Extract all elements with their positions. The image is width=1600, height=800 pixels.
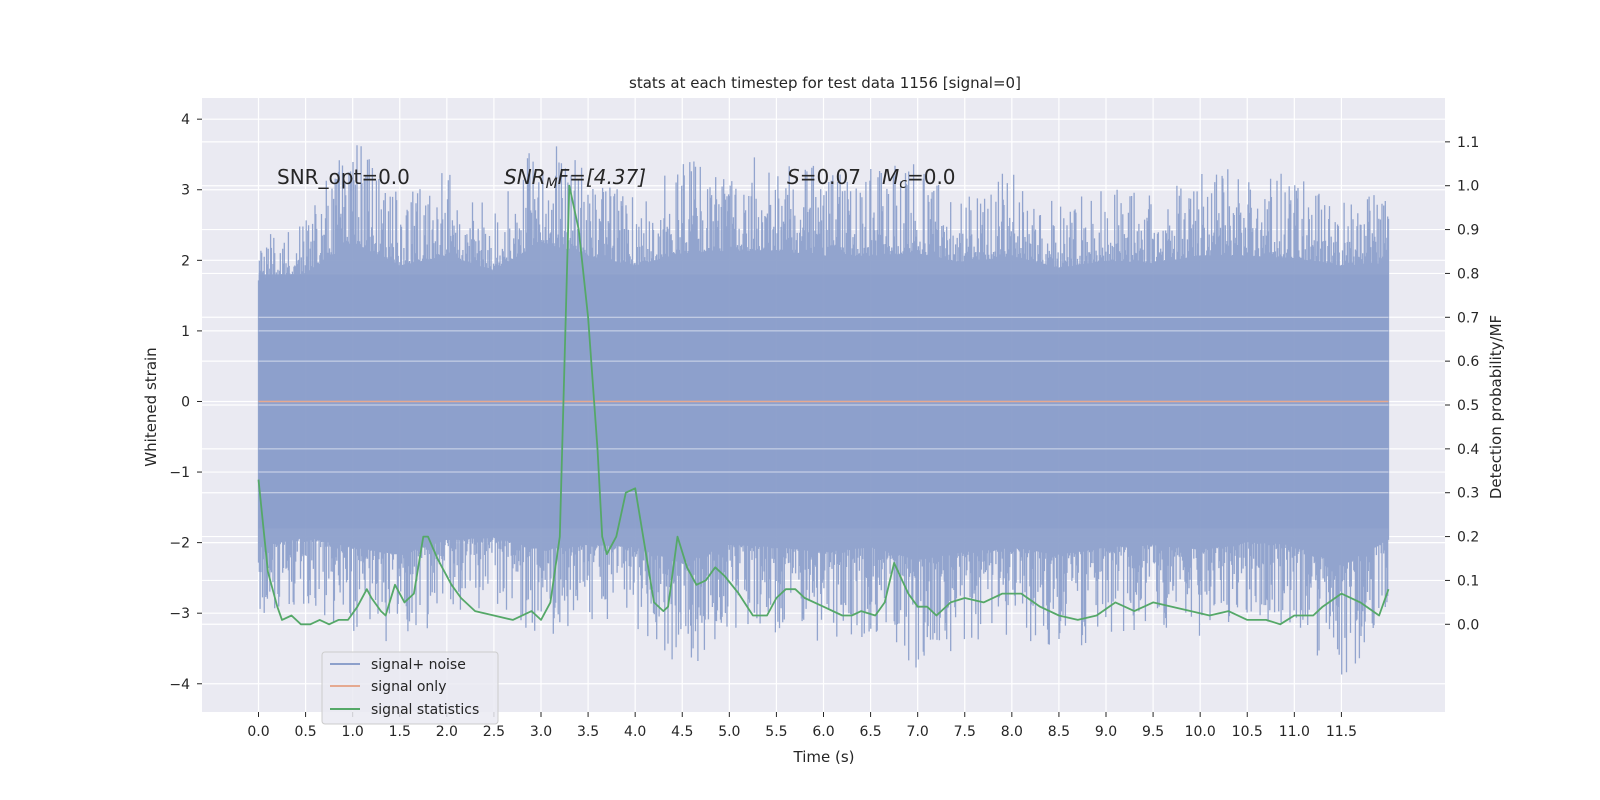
x-tick-label: 1.0 bbox=[342, 724, 364, 740]
x-tick-label: 1.5 bbox=[389, 724, 411, 740]
x-tick-label: 8.0 bbox=[1001, 724, 1023, 740]
legend: signal+ noise signal only signal statist… bbox=[321, 651, 499, 725]
y-axis-title: Whitened strain bbox=[142, 347, 160, 466]
x-tick-label: 9.0 bbox=[1095, 724, 1117, 740]
y-tick-label: −4 bbox=[169, 677, 190, 693]
y-tick-label: 2 bbox=[181, 253, 190, 269]
x-tick-label: 5.5 bbox=[765, 724, 787, 740]
y2-tick-label: 0.2 bbox=[1457, 530, 1479, 546]
x-axis-title: Time (s) bbox=[793, 748, 855, 766]
x-tick-label: 10.5 bbox=[1232, 724, 1263, 740]
annotation-snr-mf-sub: M bbox=[546, 176, 558, 192]
y-tick-label: 1 bbox=[181, 324, 190, 340]
annotation-mc-sub: c bbox=[899, 176, 907, 192]
x-tick-label: 6.0 bbox=[812, 724, 834, 740]
x-tick-label: 8.5 bbox=[1048, 724, 1070, 740]
y2-tick-label: 1.1 bbox=[1457, 135, 1479, 151]
y2-tick-label: 0.4 bbox=[1457, 442, 1479, 458]
signal-statistics-line bbox=[257, 184, 1390, 626]
x-tick-label: 11.0 bbox=[1279, 724, 1310, 740]
x-tick-label: 9.5 bbox=[1142, 724, 1164, 740]
x-tick-label: 10.0 bbox=[1185, 724, 1216, 740]
x-tick-label: 2.5 bbox=[483, 724, 505, 740]
legend-label-signal-noise: signal+ noise bbox=[371, 657, 466, 673]
x-tick-label: 5.0 bbox=[718, 724, 740, 740]
y2-axis-title: Detection probability/MF bbox=[1487, 315, 1505, 499]
y2-tick-label: 0.8 bbox=[1457, 266, 1479, 282]
annotation-mc: Mc=0.0 bbox=[882, 165, 956, 192]
annotation-s: S=0.07 bbox=[787, 165, 861, 189]
x-tick-label: 2.0 bbox=[436, 724, 458, 740]
y2-tick-label: 0.0 bbox=[1457, 617, 1479, 633]
x-tick-label: 3.5 bbox=[577, 724, 599, 740]
x-tick-label: 4.0 bbox=[624, 724, 646, 740]
y2-tick-label: 1.0 bbox=[1457, 179, 1479, 195]
annotation-s-rest: =0.07 bbox=[800, 165, 861, 189]
annotation-snr-opt: SNR_opt=0.0 bbox=[277, 165, 410, 189]
y2-tick-label: 0.5 bbox=[1457, 398, 1479, 414]
axes: 0.0 0.5 1.0 1.5 2.0 2.5 3.0 3.5 4.0 4.5 5.0 5.5 6.0 6… bbox=[169, 112, 1479, 740]
y-tick-label: 0 bbox=[181, 394, 190, 410]
annotation-s-main: S bbox=[787, 165, 800, 189]
y-tick-label: 3 bbox=[181, 183, 190, 199]
y-tick-label: −3 bbox=[169, 606, 190, 622]
plot-area bbox=[257, 145, 1390, 675]
annotation-mc-main: M bbox=[882, 165, 899, 189]
y2-tick-label: 0.3 bbox=[1457, 486, 1479, 502]
x-tick-label: 4.5 bbox=[671, 724, 693, 740]
x-tick-label: 0.0 bbox=[247, 724, 269, 740]
y2-tick-label: 0.7 bbox=[1457, 310, 1479, 326]
y-tick-label: −2 bbox=[169, 536, 190, 552]
x-tick-label: 0.5 bbox=[294, 724, 316, 740]
annotation-snr-mf-rest: F=[4.37] bbox=[558, 165, 646, 189]
y2-tick-label: 0.1 bbox=[1457, 573, 1479, 589]
legend-box bbox=[321, 651, 499, 725]
y2-tick-label: 0.6 bbox=[1457, 354, 1479, 370]
x-tick-label: 7.5 bbox=[954, 724, 976, 740]
legend-label-signal-statistics: signal statistics bbox=[371, 702, 479, 718]
annotation-snr-mf-main: SNR bbox=[504, 165, 546, 189]
chart-title: stats at each timestep for test data 115… bbox=[629, 74, 1021, 92]
x-tick-label: 3.0 bbox=[530, 724, 552, 740]
x-tick-label: 6.5 bbox=[859, 724, 881, 740]
x-tick-label: 11.5 bbox=[1326, 724, 1357, 740]
y-tick-label: −1 bbox=[169, 465, 190, 481]
x-tick-label: 7.0 bbox=[907, 724, 929, 740]
annotation-snr-mf: SNRMF=[4.37] bbox=[504, 165, 646, 192]
annotation-mc-rest: =0.0 bbox=[907, 165, 956, 189]
noise-spikes bbox=[257, 145, 1390, 675]
y2-tick-label: 0.9 bbox=[1457, 223, 1479, 239]
signal-statistics-series bbox=[257, 184, 1390, 626]
y-tick-label: 4 bbox=[181, 112, 190, 128]
legend-label-signal-only: signal only bbox=[371, 679, 446, 695]
